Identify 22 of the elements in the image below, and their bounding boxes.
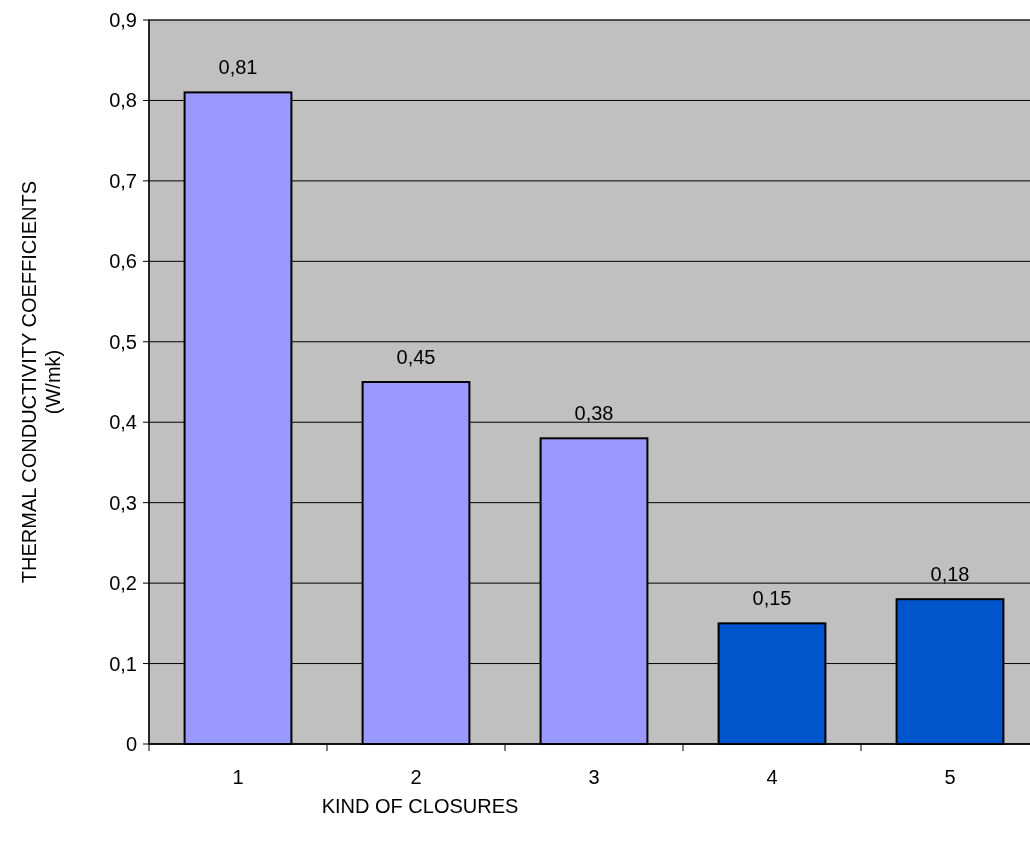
x-tick-label: 2 [410, 766, 422, 788]
y-tick-label: 0,5 [109, 330, 137, 353]
y-tick-label: 0,2 [109, 572, 137, 595]
data-label: 0,15 [752, 587, 792, 610]
y-tick-label: 0,6 [109, 250, 137, 273]
y-tick-label: 0,8 [109, 89, 137, 112]
y-tick-label: 0,4 [109, 411, 137, 434]
x-axis-title: KIND OF CLOSURES [321, 795, 519, 817]
data-label: 0,81 [218, 56, 258, 79]
x-tick-label: 5 [944, 766, 956, 788]
data-label: 0,18 [930, 563, 970, 586]
x-tick-label: 4 [766, 766, 778, 788]
y-tick-label: 0,9 [109, 9, 137, 31]
x-tick-label: 1 [232, 766, 244, 788]
y-tick-label: 0,7 [109, 169, 137, 192]
y-tick-label: 0,1 [109, 652, 137, 675]
data-label: 0,45 [396, 346, 436, 368]
y-axis-title: THERMAL CONDUCTIVITY COEFFICIENTS (W/mk) [18, 180, 64, 584]
y-tick-label: 0,3 [109, 491, 137, 514]
data-label: 0,38 [574, 402, 614, 425]
y-tick-label: 0 [125, 733, 137, 755]
x-tick-label: 3 [588, 766, 600, 788]
